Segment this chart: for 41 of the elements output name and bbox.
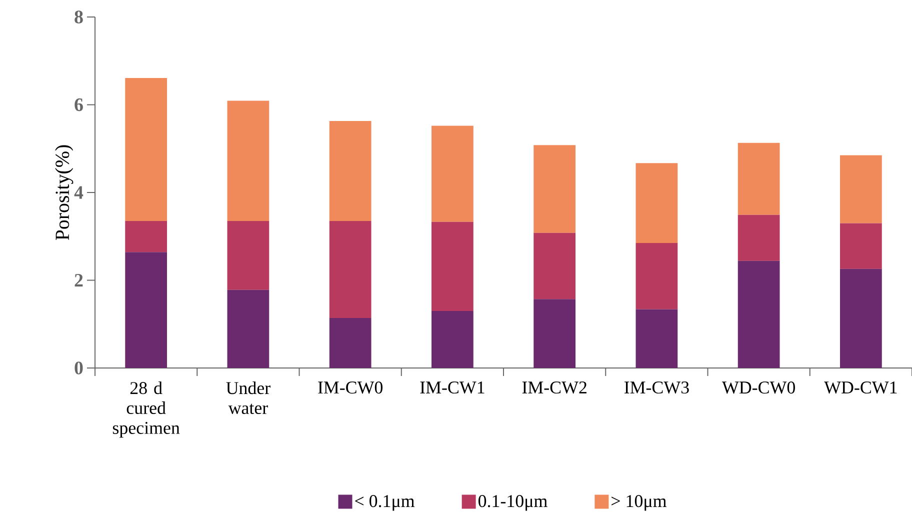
bar: [329, 318, 372, 368]
bar: [432, 222, 474, 311]
bar: [636, 309, 678, 368]
bar: [329, 120, 372, 222]
bar: [125, 252, 168, 368]
y-tick-label: 8: [74, 10, 83, 24]
bar: [534, 145, 576, 233]
bar: [329, 221, 372, 318]
bar: [738, 214, 780, 261]
y-tick-label: 4: [74, 186, 84, 199]
bar: [840, 223, 882, 269]
bar: [840, 268, 882, 368]
x-tick-label: WD-CW0: [722, 382, 795, 394]
y-tick-label: 2: [74, 274, 83, 287]
bar: [432, 126, 474, 222]
y-axis-title: Porosity(%): [55, 145, 74, 240]
y-tick-label: 0: [74, 362, 83, 374]
legend-label: < 0.1μm: [355, 495, 415, 511]
bar: [432, 310, 474, 368]
bar: [534, 232, 576, 300]
x-tick-label: IM-CW1: [420, 382, 484, 394]
legend-label: > 10μm: [612, 495, 666, 511]
x-tick-label: 28 d cured specimen: [112, 381, 180, 438]
x-tick-label: IM-CW0: [318, 382, 383, 394]
x-tick-label: IM-CW3: [624, 382, 689, 394]
legend-label: 0.1-10μm: [478, 495, 548, 511]
bar: [840, 155, 882, 224]
bar: [738, 260, 780, 368]
bar: [227, 100, 270, 222]
y-tick-label: 6: [74, 98, 83, 112]
bar: [636, 242, 678, 310]
x-tick-label: Under water: [226, 381, 270, 414]
bar: [125, 221, 168, 252]
bar: [227, 221, 270, 290]
x-tick-label: WD-CW1: [824, 382, 897, 394]
bar: [125, 78, 168, 222]
x-tick-label: IM-CW2: [522, 382, 586, 394]
bar: [636, 163, 678, 243]
bar: [227, 290, 270, 368]
bar: [534, 299, 576, 368]
bar: [738, 142, 780, 215]
